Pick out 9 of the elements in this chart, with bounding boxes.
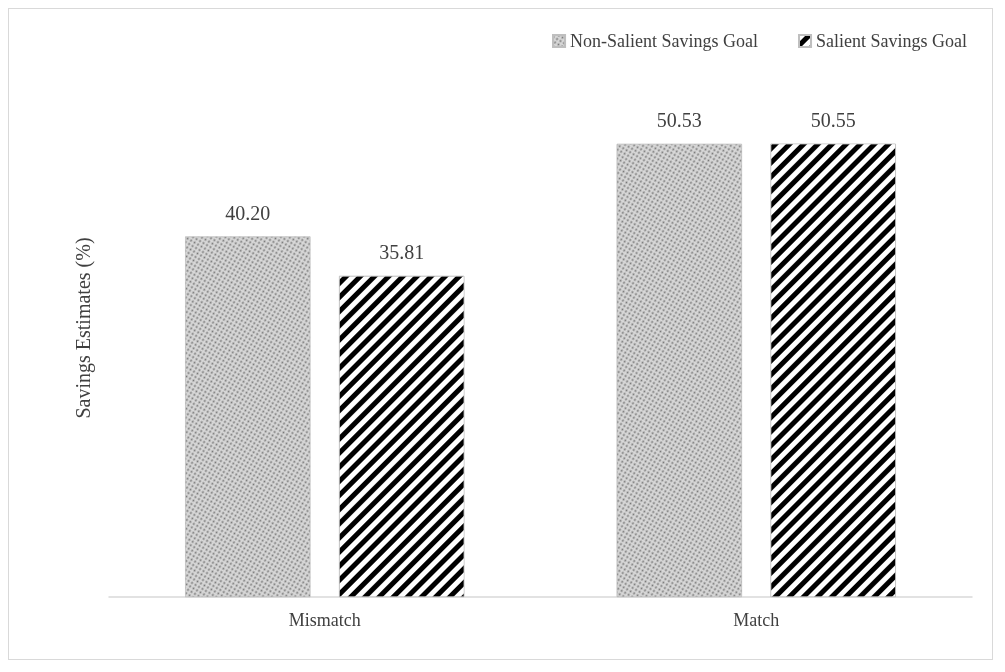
legend-label: Non-Salient Savings Goal — [570, 31, 759, 51]
data-label: 40.20 — [225, 201, 271, 224]
y-axis-title: Savings Estimates (%) — [72, 237, 95, 419]
x-tick-label: Match — [733, 610, 780, 630]
x-tick-label: Mismatch — [288, 610, 361, 630]
data-label: 50.53 — [656, 108, 702, 131]
data-label: 35.81 — [379, 240, 425, 263]
data-label: 50.55 — [810, 108, 856, 131]
legend-label: Salient Savings Goal — [816, 31, 968, 51]
